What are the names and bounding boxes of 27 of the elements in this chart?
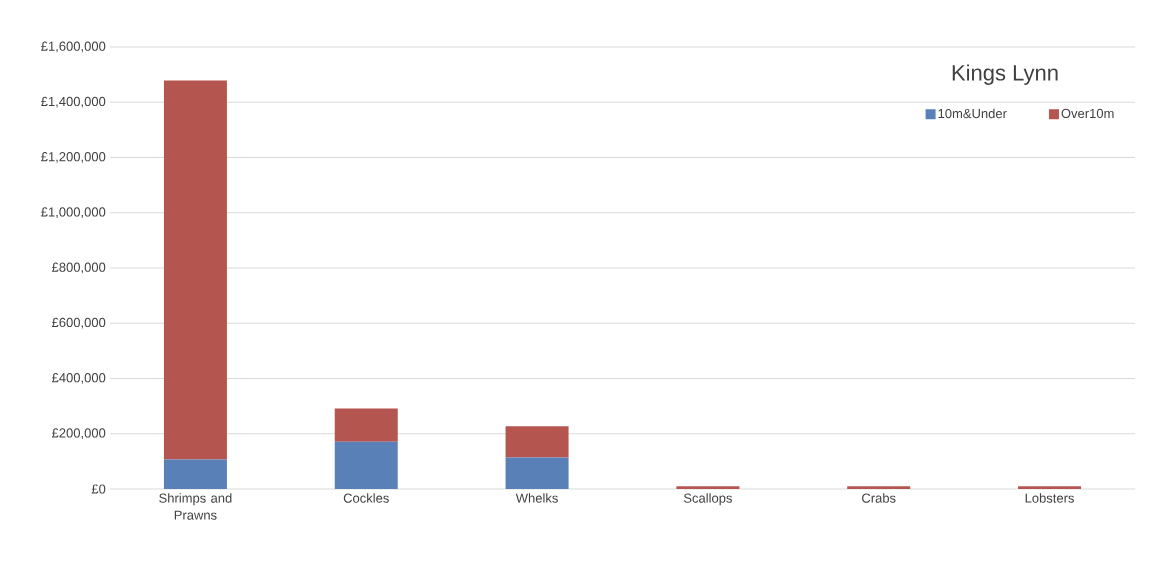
bar	[847, 486, 911, 489]
x-tick-label: Scallops	[683, 493, 732, 506]
bar	[505, 457, 569, 489]
y-tick-label: £1,600,000	[41, 41, 106, 53]
bar	[676, 486, 740, 489]
bar	[334, 441, 398, 489]
y-tick-label: £0	[91, 484, 106, 494]
legend-label: 10m&Under	[938, 108, 1007, 119]
y-tick-label: £800,000	[51, 262, 106, 274]
bar	[163, 459, 227, 489]
y-tick-label: £600,000	[51, 317, 106, 329]
y-tick-label: £1,200,000	[41, 152, 106, 163]
bar	[1018, 486, 1082, 489]
x-tick-label: Cockles	[343, 493, 389, 503]
bar	[163, 80, 227, 460]
y-tick-label: £1,000,000	[41, 207, 106, 219]
bar	[505, 426, 569, 458]
y-tick-label: £400,000	[51, 373, 106, 384]
x-tick-label: Whelks	[515, 493, 558, 503]
y-tick-label: £200,000	[51, 428, 106, 440]
bar	[334, 408, 398, 442]
y-tick-label: £1,400,000	[41, 96, 106, 108]
x-tick-label: Shrimps and Prawns	[159, 493, 232, 520]
x-tick-label: Lobsters	[1025, 493, 1074, 503]
legend-label: Over10m	[1061, 108, 1114, 118]
x-tick-label: Crabs	[862, 493, 896, 503]
text: Kings Lynn	[952, 64, 1058, 85]
